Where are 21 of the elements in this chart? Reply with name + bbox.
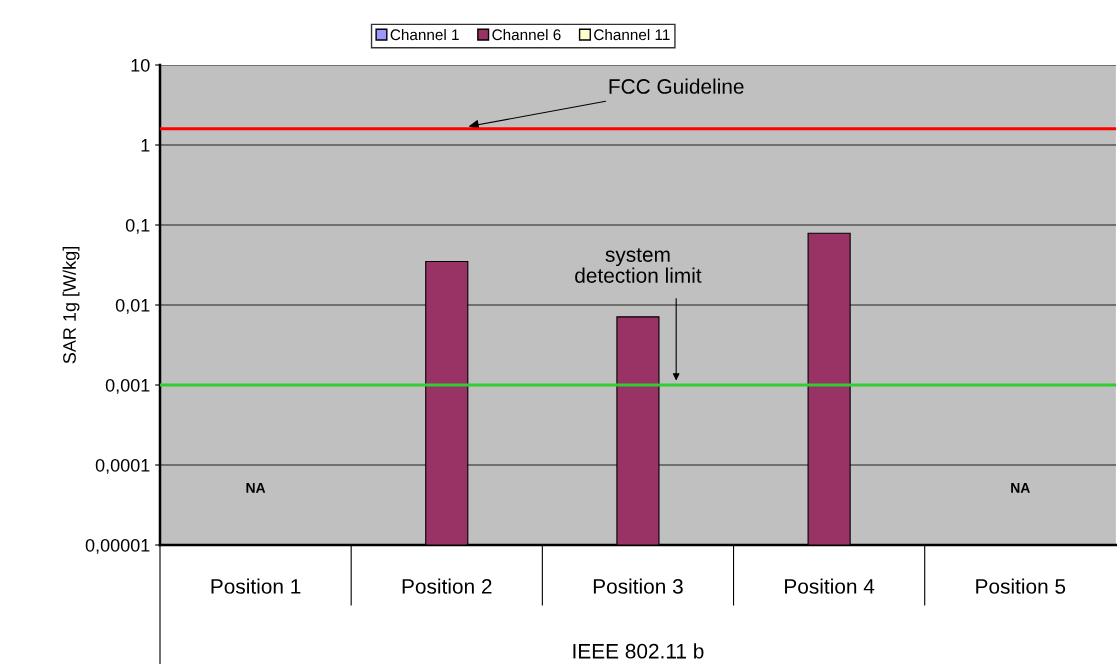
x-tick-label: Position 4 [785, 578, 875, 594]
y-tick-label: 0,00001 [85, 538, 150, 554]
legend-label: Channel 1 [390, 28, 459, 41]
annotation: NA [246, 483, 266, 493]
annotation: NA [1011, 483, 1030, 493]
y-tick-label: 0,1 [125, 218, 150, 234]
y-tick-label: 0,0001 [95, 458, 150, 474]
annotation: system detection limit [575, 248, 702, 283]
x-tick-label: Position 2 [402, 578, 492, 594]
y-tick-label: 1 [141, 139, 150, 152]
x-tick-label: Position 1 [211, 578, 301, 594]
legend-label: Channel 6 [492, 28, 561, 41]
x-axis-title: IEEE 802.11 b [573, 643, 704, 659]
y-tick-label: 0,001 [105, 378, 150, 394]
x-tick-label: Position 5 [976, 578, 1066, 594]
x-tick-label: Position 3 [593, 578, 683, 594]
y-axis-title: SAR 1g [W/kg] [62, 247, 80, 364]
ref-line-label: FCC Guideline [609, 78, 744, 94]
y-tick-label: 0,01 [115, 298, 150, 314]
y-tick-label: 10 [131, 58, 150, 72]
legend-label: Channel 11 [594, 28, 670, 41]
